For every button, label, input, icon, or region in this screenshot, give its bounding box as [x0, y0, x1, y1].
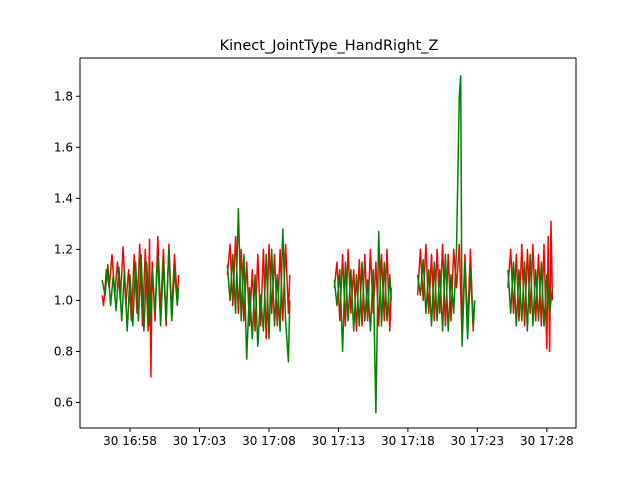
- x-tick-label: 30 17:13: [312, 434, 366, 448]
- y-tick-label: 1.6: [54, 140, 73, 154]
- series-1-line-segment-2: [226, 235, 291, 340]
- plot-frame: [79, 57, 577, 429]
- series-2-line-segment-1: [101, 248, 180, 332]
- x-tick-label: 30 17:28: [520, 434, 574, 448]
- x-tick-label: 30 17:03: [173, 434, 227, 448]
- y-tick-label: 1.8: [54, 89, 73, 103]
- y-tick-label: 1.4: [54, 191, 73, 205]
- x-axis: 30 16:58 30 17:03 30 17:08 30 17:13 30 17:18…: [103, 428, 574, 448]
- x-tick-label: 30 16:58: [103, 434, 157, 448]
- x-tick-label: 30 17:18: [381, 434, 435, 448]
- chart-title: Kinect_JointType_HandRight_Z: [220, 38, 439, 54]
- y-tick-label: 0.6: [54, 395, 73, 409]
- series-2-line-segment-4: [416, 75, 476, 348]
- x-tick-label: 30 17:08: [242, 434, 296, 448]
- series-1-line-segment-5: [507, 220, 554, 353]
- series-2-line-segment-2: [226, 207, 291, 363]
- y-axis: 0.6 0.8 1.0 1.2 1.4 1.6 1.8: [54, 89, 80, 409]
- y-tick-label: 1.0: [54, 293, 73, 307]
- plot-lines: [101, 75, 554, 414]
- series-2-line-segment-5: [507, 253, 554, 332]
- y-tick-label: 1.2: [54, 242, 73, 256]
- series-2-line-segment-3: [333, 230, 392, 414]
- x-tick-label: 30 17:23: [451, 434, 505, 448]
- y-tick-label: 0.8: [54, 344, 73, 358]
